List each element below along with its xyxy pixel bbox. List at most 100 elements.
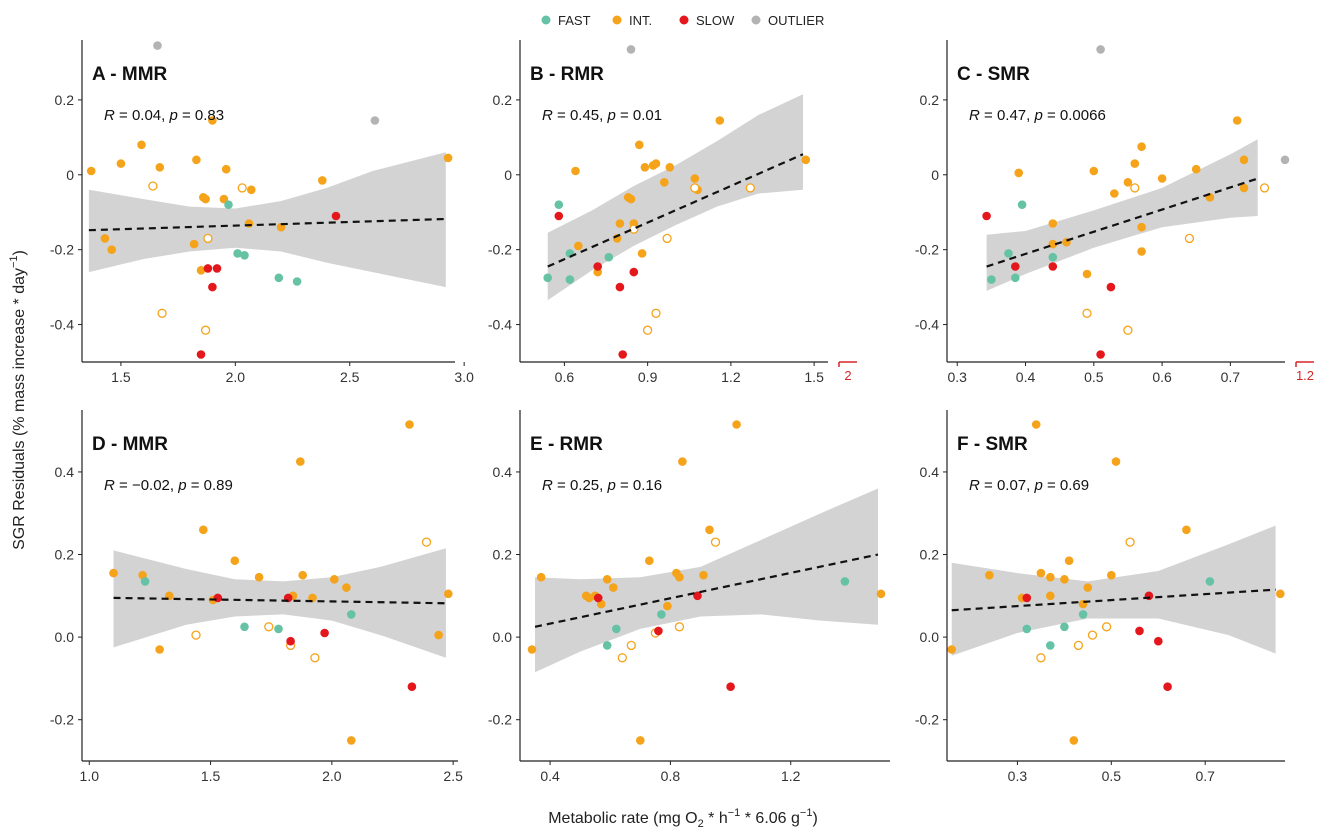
data-point — [1060, 622, 1069, 632]
data-point — [710, 537, 721, 547]
x-tick-label: 0.3 — [1008, 768, 1028, 784]
data-point — [1082, 308, 1092, 318]
stat-r-value: = 0.47, — [980, 107, 1035, 124]
data-point — [346, 736, 356, 745]
data-point — [1137, 142, 1146, 151]
data-point — [213, 593, 223, 603]
data-point — [192, 155, 201, 165]
data-point — [690, 183, 700, 193]
stat-annotation: R = −0.02, p = 0.89 — [104, 477, 233, 494]
data-point — [153, 41, 162, 50]
data-point — [726, 682, 735, 692]
data-point — [148, 181, 158, 191]
panel-c: -0.4 -0.2 0 0.2 0.3 0.4 0.5 0.6 0.7 1.2 C - SMR R =… — [915, 40, 1314, 385]
y-axis-label-main: SGR Residuals (% mass increase * day — [11, 268, 28, 550]
data-point — [1064, 556, 1074, 566]
panel-title: A - MMR — [92, 64, 168, 85]
x-axis-label-sup1: −1 — [728, 807, 741, 819]
y-tick-label: 0 — [66, 167, 74, 183]
x-tick-label: 0.3 — [948, 369, 968, 385]
data-point — [1010, 273, 1020, 283]
panel-title: E - RMR — [530, 434, 603, 455]
data-point — [876, 589, 886, 599]
x-tick-label: 0.7 — [1221, 369, 1241, 385]
data-point — [984, 570, 994, 580]
legend-item-int: INT. — [612, 13, 652, 28]
data-point — [604, 252, 614, 262]
x-tick-label: 0.9 — [638, 369, 658, 385]
y-axis-label: SGR Residuals (% mass increase * day−1) — [8, 250, 28, 550]
y-tick-label: 0.2 — [55, 92, 75, 108]
data-point — [1048, 252, 1058, 262]
data-point — [1036, 568, 1046, 578]
x-tick-label: 1.5 — [111, 369, 131, 385]
y-tick-label: 0.0 — [920, 629, 940, 645]
data-point — [554, 211, 564, 221]
data-point — [1163, 682, 1172, 692]
data-point — [634, 140, 644, 150]
y-tick-label: 0.4 — [493, 464, 513, 480]
data-point — [593, 262, 603, 271]
data-point — [982, 211, 991, 221]
data-point — [1107, 570, 1116, 580]
data-point — [116, 159, 126, 168]
stat-p-value: = 0.0066 — [1043, 107, 1106, 124]
x-tick-label: 1.0 — [80, 768, 100, 784]
stat-annotation: R = 0.04, p = 0.83 — [104, 107, 224, 124]
data-point — [1031, 420, 1041, 429]
data-point — [602, 641, 612, 650]
data-point — [573, 241, 583, 251]
data-point — [208, 116, 217, 125]
legend-swatch — [751, 15, 761, 25]
x-tick-label: 2.0 — [226, 369, 246, 385]
legend-swatch — [612, 15, 622, 25]
stat-r-value: = 0.07, — [980, 477, 1035, 494]
y-tick-label: -0.2 — [50, 712, 74, 728]
data-point — [240, 622, 249, 632]
y-tick-label: 0.2 — [493, 547, 513, 563]
data-point — [1046, 591, 1055, 601]
data-point — [1096, 350, 1105, 359]
data-point — [1078, 610, 1088, 619]
data-point — [203, 264, 213, 273]
data-point — [199, 525, 208, 535]
data-point — [745, 183, 755, 193]
legend-item-slow: SLOW — [679, 13, 735, 28]
x-tick-label: 1.2 — [781, 768, 801, 784]
data-point — [86, 166, 96, 176]
stat-r-symbol: R — [969, 477, 980, 494]
x-axis-label-sup2: −1 — [800, 807, 813, 819]
y-tick-label: 0.4 — [920, 464, 940, 480]
data-point — [203, 233, 213, 244]
stat-r-value: = 0.25, — [553, 477, 608, 494]
data-point — [565, 275, 575, 284]
x-tick-label: 0.6 — [1152, 369, 1172, 385]
regression-line — [951, 588, 1276, 612]
y-axis-label-sup: −1 — [8, 255, 20, 268]
y-tick-label: -0.4 — [915, 317, 939, 333]
x-tick-label: 2.0 — [322, 768, 342, 784]
stat-p-value: = 0.83 — [178, 107, 224, 124]
stat-annotation: R = 0.07, p = 0.69 — [969, 477, 1089, 494]
data-point — [1182, 525, 1191, 535]
data-point — [642, 325, 653, 335]
stat-p-symbol: p — [1033, 477, 1042, 494]
stat-annotation: R = 0.47, p = 0.0066 — [969, 107, 1106, 124]
x-tick-label: 0.5 — [1102, 768, 1122, 784]
x-tick-label: 2.5 — [340, 369, 360, 385]
y-tick-label: 0.2 — [55, 547, 75, 563]
panel-e: -0.2 0.0 0.2 0.4 0.4 0.8 1.2 E - RMR R = 0.25, p… — [488, 410, 890, 784]
data-point — [370, 116, 380, 125]
y-tick-label: 0 — [504, 167, 512, 183]
data-point — [801, 155, 811, 165]
x-axis-label-c: * 6.06 g — [740, 810, 800, 827]
data-point — [286, 636, 295, 646]
data-point — [320, 628, 329, 638]
x-axis-label-sub: 2 — [698, 818, 704, 830]
panel-a: -0.4 -0.2 0 0.2 1.5 2.0 2.5 3.0 A - MMR R = 0.04,… — [50, 40, 474, 385]
stat-r-symbol: R — [969, 107, 980, 124]
x-axis-label-a: Metabolic rate (mg O — [548, 810, 697, 827]
data-point — [1123, 178, 1133, 187]
stat-p-symbol: p — [606, 107, 615, 124]
data-point — [699, 570, 708, 580]
